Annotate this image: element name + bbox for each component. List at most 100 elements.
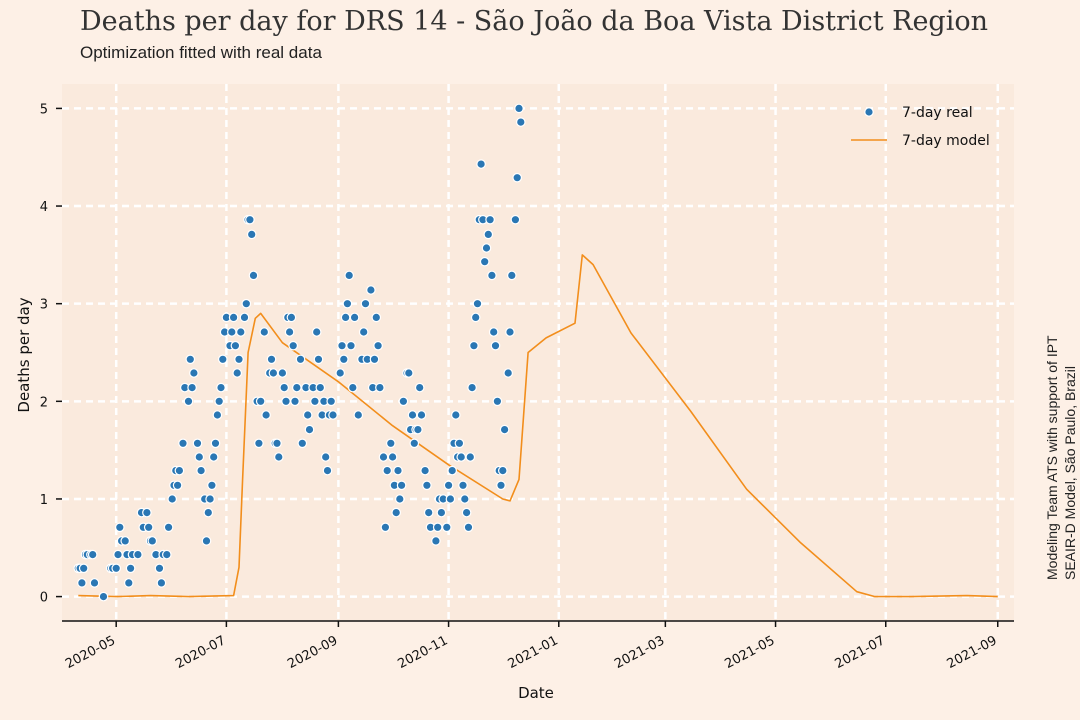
real-data-point — [154, 563, 165, 574]
real-data-point — [147, 536, 158, 546]
real-data-point — [380, 522, 391, 533]
real-data-point — [492, 396, 503, 407]
real-data-point — [230, 340, 241, 351]
real-data-point — [142, 507, 152, 518]
real-data-point — [512, 172, 522, 183]
y-tick-label: 1 — [40, 493, 48, 508]
real-data-point — [515, 117, 526, 127]
real-data-point — [254, 438, 264, 449]
real-data-point — [360, 298, 371, 309]
real-data-point — [328, 410, 338, 420]
plot-area — [62, 84, 1014, 621]
real-data-point — [156, 578, 167, 588]
real-data-point — [456, 452, 466, 462]
real-data-point — [447, 465, 457, 476]
real-data-point — [371, 312, 382, 323]
real-data-point — [499, 424, 510, 435]
real-data-point — [353, 410, 364, 420]
real-data-point — [313, 354, 324, 365]
model-line — [78, 254, 998, 598]
real-data-point — [470, 312, 481, 323]
real-data-point — [458, 480, 468, 491]
legend-label-model: 7-day model — [902, 133, 990, 149]
y-axis-label: Deaths per day — [15, 297, 33, 412]
real-data-point — [483, 229, 494, 240]
real-data-point — [382, 465, 392, 476]
real-data-point — [214, 396, 224, 407]
x-tick-label: 2020-05 — [63, 633, 118, 672]
real-data-point — [261, 410, 271, 420]
x-tick-label: 2020-09 — [285, 633, 340, 672]
real-data-point — [201, 536, 212, 546]
real-data-point — [423, 507, 434, 518]
real-data-point — [378, 452, 389, 462]
real-data-point — [196, 465, 206, 476]
real-data-point — [241, 298, 252, 309]
real-data-point — [227, 327, 237, 337]
real-data-point — [185, 354, 196, 365]
real-data-point — [459, 494, 470, 504]
real-data-point — [342, 298, 353, 309]
real-data-point — [506, 270, 517, 281]
legend-marker-real — [864, 107, 874, 117]
real-data-point — [338, 354, 349, 365]
real-data-point — [124, 578, 134, 588]
real-data-point — [335, 368, 345, 378]
real-data-point — [463, 522, 474, 533]
x-tick-label: 2021-05 — [722, 633, 777, 672]
legend: 7-day real 7-day model — [851, 105, 990, 149]
real-data-point — [344, 270, 354, 281]
real-data-point — [78, 563, 89, 574]
real-data-point — [391, 507, 401, 518]
y-tick-label: 2 — [40, 395, 48, 410]
real-data-point — [454, 438, 465, 449]
real-data-point — [326, 396, 336, 407]
real-data-point — [503, 368, 513, 378]
real-data-point — [396, 480, 407, 491]
real-data-point — [481, 243, 492, 253]
real-data-point — [288, 340, 298, 351]
real-data-point — [178, 438, 188, 449]
real-data-point — [290, 396, 300, 407]
real-data-point — [311, 327, 322, 337]
real-data-point — [320, 452, 331, 462]
real-data-point — [239, 312, 250, 323]
real-data-point — [487, 270, 497, 281]
real-data-point — [467, 382, 477, 393]
real-data-point — [272, 438, 282, 449]
real-data-point — [120, 536, 130, 546]
real-data-point — [268, 368, 279, 378]
real-data-point — [208, 452, 219, 462]
real-data-point — [409, 438, 420, 449]
real-data-point — [125, 563, 136, 574]
real-data-point — [174, 465, 185, 476]
real-data-point — [420, 465, 430, 476]
real-data-point — [183, 396, 194, 407]
real-data-point — [284, 327, 295, 337]
real-data-point — [346, 340, 356, 351]
real-data-point — [236, 327, 246, 337]
real-data-point — [366, 285, 376, 295]
real-data-point — [163, 522, 174, 533]
real-data-point — [315, 382, 326, 393]
real-data-point — [375, 382, 385, 393]
real-data-point — [403, 368, 414, 378]
real-data-point — [273, 452, 284, 462]
real-data-point — [248, 270, 259, 281]
real-data-point — [387, 452, 398, 462]
real-data-point — [77, 578, 87, 588]
real-data-point — [413, 424, 423, 435]
real-data-point — [189, 368, 199, 378]
real-data-point — [302, 410, 313, 420]
real-data-point — [295, 354, 306, 365]
real-data-point — [87, 549, 98, 560]
real-data-point — [291, 382, 302, 393]
real-data-point — [234, 354, 244, 365]
real-data-point — [279, 382, 289, 393]
real-data-point — [259, 327, 270, 337]
real-data-point — [98, 591, 109, 602]
real-data-point — [373, 340, 383, 351]
real-data-point — [469, 340, 479, 351]
real-data-point — [210, 438, 221, 449]
